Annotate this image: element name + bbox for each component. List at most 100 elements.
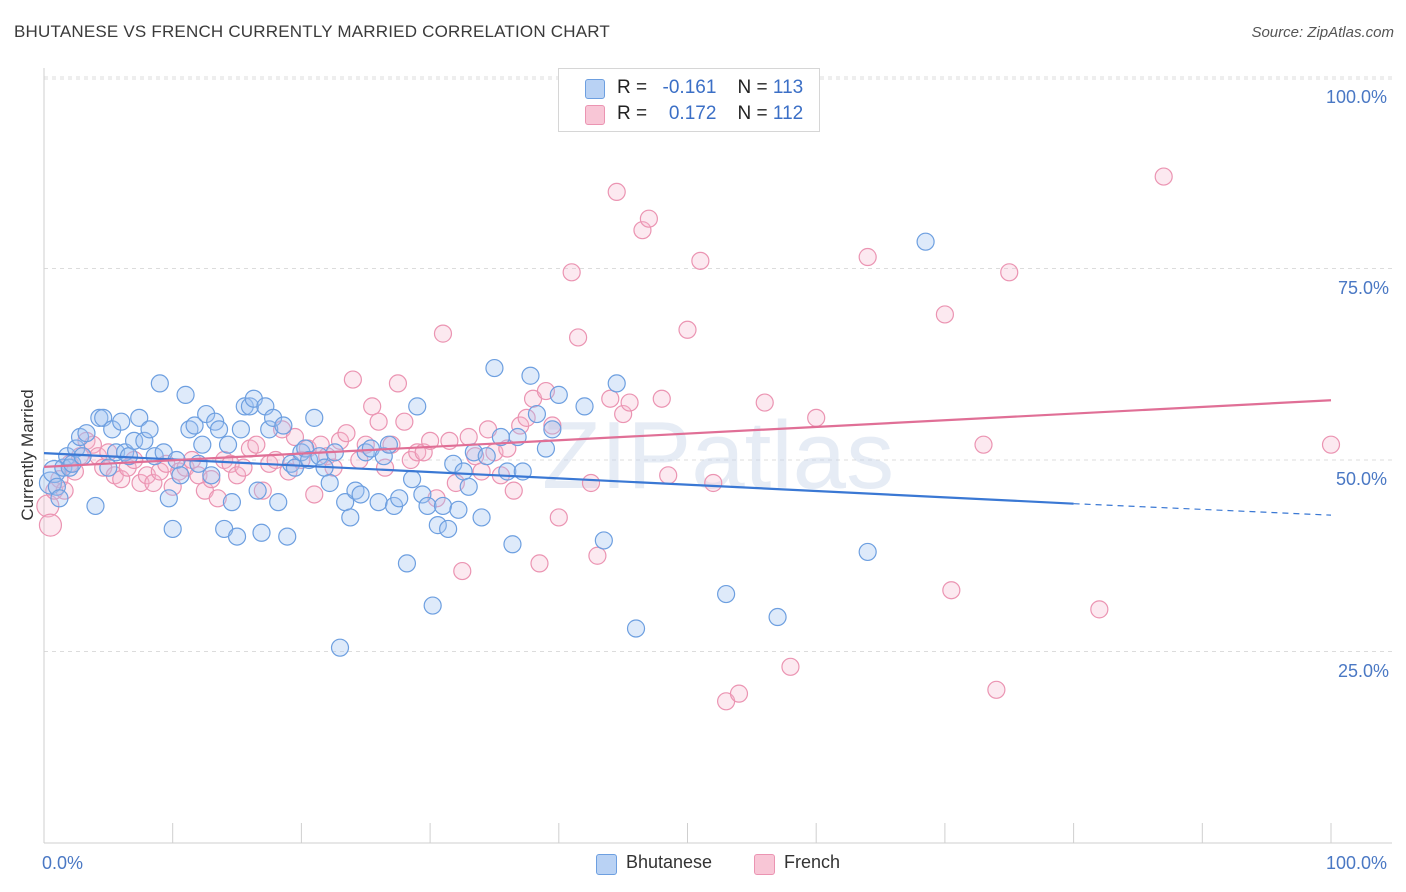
scatter-point <box>202 470 221 489</box>
scatter-point <box>135 431 154 450</box>
scatter-point <box>633 221 652 240</box>
scatter-point <box>639 209 658 228</box>
scatter-point <box>453 561 472 581</box>
scatter-point <box>530 554 549 573</box>
scatter-point <box>185 416 204 435</box>
scatter-point <box>459 427 478 447</box>
scatter-point <box>858 542 877 562</box>
scatter-point <box>569 328 588 347</box>
scatter-point <box>231 420 251 439</box>
scatter-point <box>755 393 774 412</box>
scatter-point <box>86 496 105 516</box>
scatter-point <box>379 435 399 454</box>
scatter-point <box>620 393 639 412</box>
scatter-point <box>935 305 955 324</box>
scatter-point <box>208 489 227 508</box>
scatter-point <box>305 485 324 504</box>
scatter-point <box>581 473 601 493</box>
scatter-point <box>472 508 491 527</box>
scatter-point <box>337 424 356 443</box>
scatter-point <box>421 431 440 450</box>
trend-line-french <box>43 399 1332 468</box>
scatter-point <box>449 500 468 519</box>
scatter-point <box>260 420 279 439</box>
scatter-point <box>1154 167 1173 186</box>
scatter-point <box>575 397 594 416</box>
scatter-point <box>485 358 504 378</box>
scatter-point <box>543 420 562 439</box>
scatter-point <box>247 435 266 454</box>
scatter-point <box>38 513 63 537</box>
axes <box>43 68 1392 844</box>
scatter-point <box>140 420 159 439</box>
grid-lines <box>44 76 1392 652</box>
scatter-point <box>395 412 414 431</box>
scatter-point <box>607 182 626 201</box>
chart-title: BHUTANESE VS FRENCH CURRENTLY MARRIED CO… <box>14 22 610 41</box>
scatter-point <box>397 554 417 573</box>
scatter-point <box>351 485 370 504</box>
scatter-point <box>248 481 267 500</box>
scatter-point <box>274 416 293 435</box>
scatter-point <box>498 439 517 458</box>
scatter-point <box>588 546 607 565</box>
scatter-point <box>781 657 800 676</box>
scatter-point <box>150 374 169 393</box>
scatter-point <box>305 408 324 427</box>
scatter-point <box>477 447 496 466</box>
legend-swatch-pink <box>585 105 605 125</box>
legend-swatch-pink <box>754 854 775 875</box>
legend-swatch-blue <box>585 79 605 99</box>
scatter-point <box>768 607 787 627</box>
legend-stats: R = 0.172 N = 112 <box>617 103 804 124</box>
scatter-point <box>1090 600 1109 619</box>
scatter-point <box>375 458 395 477</box>
y-tick-label: 100.0% <box>1326 87 1388 107</box>
scatter-point <box>607 374 626 393</box>
scatter-point <box>614 404 633 424</box>
scatter-point <box>77 424 96 443</box>
scatter-point <box>504 481 523 500</box>
scatter-point <box>402 470 422 489</box>
scatter-point <box>343 370 362 389</box>
scatter-point <box>300 450 319 470</box>
scatter-point <box>916 232 935 251</box>
scatter-point <box>659 466 678 485</box>
scatter-point <box>90 408 109 427</box>
scatter-point <box>472 462 491 481</box>
scatter-point <box>369 493 388 512</box>
trend-lines <box>43 399 1332 516</box>
scatter-point <box>209 420 229 439</box>
scatter-point <box>193 435 212 454</box>
scatter-point <box>408 397 427 416</box>
scatter-point <box>942 581 961 600</box>
scatter-point <box>330 638 350 657</box>
scatter-point <box>390 489 409 508</box>
scatter-point <box>50 489 69 508</box>
scatter-point <box>124 431 144 450</box>
scatter-point <box>130 408 149 427</box>
series-bhutanese <box>38 232 935 657</box>
scatter-point <box>47 477 66 496</box>
legend: R = -0.161 N = 113 R = 0.172 N = 112 <box>558 68 820 132</box>
trend-line-bhutanese <box>43 452 1074 505</box>
scatter-point <box>1000 263 1019 282</box>
y-tick-label: 75.0% <box>1338 278 1390 298</box>
scatter-point <box>691 251 710 270</box>
x-tick-label: 100.0% <box>1326 853 1388 873</box>
scatter-point <box>562 263 581 282</box>
scatter-point <box>601 389 620 408</box>
scatter-point <box>269 493 288 512</box>
legend-stats: R = -0.161 N = 113 <box>617 77 804 98</box>
scatter-point <box>498 462 517 481</box>
scatter-point <box>594 531 613 550</box>
scatter-point <box>341 508 360 527</box>
scatter-point <box>433 324 453 343</box>
scatter-point <box>704 473 723 493</box>
scatter-point <box>285 427 305 447</box>
scatter-point <box>433 496 453 516</box>
scatter-point <box>652 389 671 408</box>
y-axis-label: Currently Married <box>18 389 37 521</box>
scatter-point <box>454 462 473 481</box>
